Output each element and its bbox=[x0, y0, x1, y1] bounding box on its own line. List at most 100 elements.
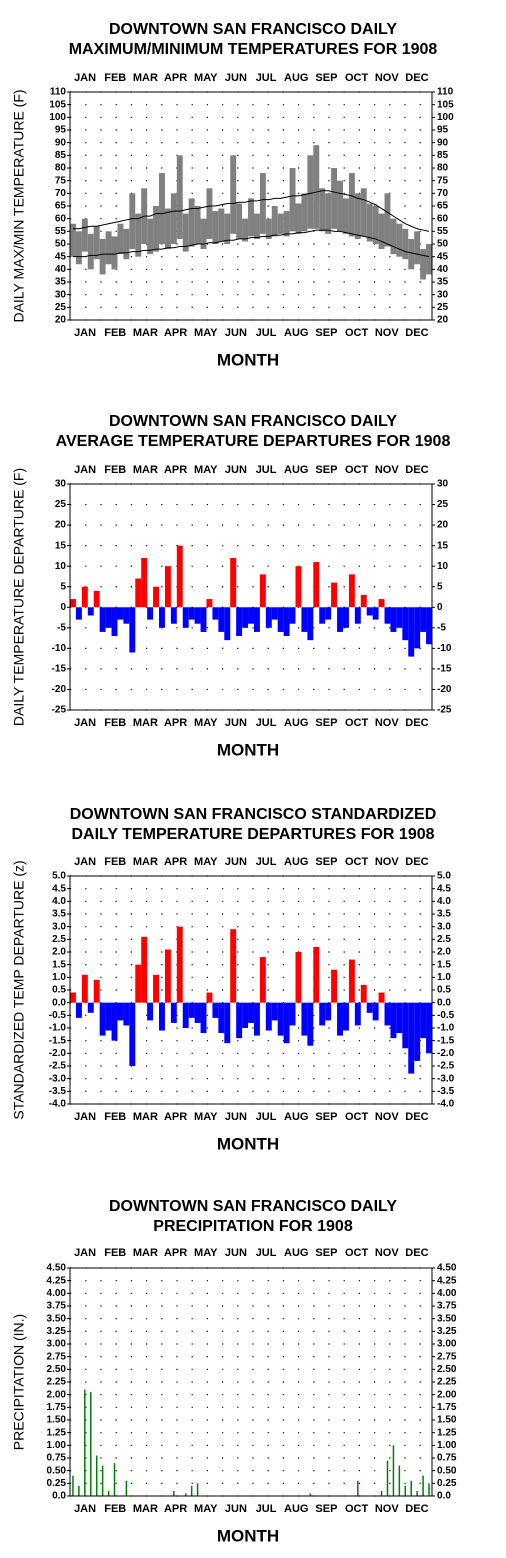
y-tick-label: 25 bbox=[55, 302, 67, 313]
departure-bar bbox=[111, 607, 118, 637]
precip-bar bbox=[72, 1475, 74, 1496]
departure-bar bbox=[348, 959, 355, 1003]
temperature-range bbox=[111, 236, 118, 270]
departure-bar bbox=[87, 1002, 94, 1013]
month-label: FEB bbox=[104, 1503, 126, 1515]
temperature-range bbox=[99, 238, 106, 275]
temperature-range bbox=[337, 180, 343, 232]
month-label: SEP bbox=[315, 1503, 337, 1515]
month-label: OCT bbox=[345, 327, 369, 339]
departure-bar bbox=[212, 1002, 219, 1018]
temperature-range bbox=[218, 208, 225, 242]
month-label: DEC bbox=[405, 327, 428, 339]
chart: DOWNTOWN SAN FRANCISCO DAILY PRECIPITATIO… bbox=[11, 1198, 457, 1545]
temperature-range bbox=[360, 188, 367, 237]
month-label: MAY bbox=[194, 717, 218, 729]
y-tick-label: 4.50 bbox=[47, 1263, 67, 1274]
precip-bar bbox=[107, 1490, 110, 1496]
plot-frame bbox=[69, 875, 433, 1105]
temperature-range bbox=[354, 193, 361, 239]
departure-bar bbox=[153, 586, 160, 608]
departure-bar bbox=[93, 590, 100, 608]
departure-bar bbox=[384, 1002, 391, 1026]
temperature-range bbox=[307, 155, 314, 229]
y-tick-label: 50 bbox=[55, 239, 67, 250]
temperature-range bbox=[236, 203, 243, 239]
month-label: NOV bbox=[375, 72, 400, 84]
month-label: MAY bbox=[194, 856, 218, 868]
y-tick-label: 25 bbox=[437, 302, 449, 313]
chart: DOWNTOWN SAN FRANCISCO STANDARDIZED DAILY… bbox=[11, 806, 455, 1153]
y-tick-label: 65 bbox=[437, 201, 449, 212]
departure-bar bbox=[242, 1002, 249, 1028]
departure-bar bbox=[159, 1002, 165, 1031]
month-label: JUN bbox=[225, 1111, 247, 1123]
departure-bar bbox=[200, 1002, 207, 1034]
y-tick-label: 0.5 bbox=[437, 985, 451, 996]
month-label: JUL bbox=[256, 717, 277, 729]
departure-bar bbox=[378, 599, 385, 608]
departure-bar bbox=[420, 607, 427, 632]
temperature-range bbox=[105, 231, 112, 265]
y-tick-label: -20 bbox=[437, 684, 452, 695]
temperature-range bbox=[75, 231, 82, 265]
departure-bar bbox=[325, 607, 332, 620]
y-tick-label: -4.0 bbox=[49, 1099, 67, 1110]
departure-bar bbox=[176, 926, 183, 1003]
month-label: JAN bbox=[74, 72, 96, 84]
departure-bar bbox=[360, 984, 367, 1003]
departure-bar bbox=[414, 1002, 421, 1061]
departure-bar bbox=[206, 992, 213, 1003]
temperature-range bbox=[271, 206, 278, 237]
y-tick-label: 0 bbox=[60, 602, 66, 613]
chart-title: DOWNTOWN SAN FRANCISCO DAILY bbox=[109, 413, 397, 430]
month-label: DEC bbox=[405, 1503, 428, 1515]
temperature-range bbox=[153, 206, 160, 252]
month-label: SEP bbox=[315, 1247, 337, 1259]
y-tick-label: 1.75 bbox=[437, 1402, 457, 1413]
y-tick-label: 2.75 bbox=[437, 1351, 457, 1362]
y-tick-label: 25 bbox=[55, 499, 67, 510]
departure-bar bbox=[265, 607, 272, 628]
temperature-range bbox=[277, 213, 284, 234]
month-label: MAY bbox=[194, 72, 218, 84]
departure-bar bbox=[384, 607, 391, 624]
temperature-range bbox=[81, 218, 88, 252]
y-tick-label: 55 bbox=[437, 226, 449, 237]
departure-bar bbox=[218, 1002, 225, 1034]
precip-bar bbox=[428, 1483, 430, 1496]
month-label: OCT bbox=[345, 1247, 369, 1259]
y-tick-label: -3.5 bbox=[437, 1086, 455, 1097]
departure-bar bbox=[81, 974, 88, 1003]
precip-bar bbox=[357, 1480, 359, 1496]
departure-bar bbox=[81, 586, 88, 608]
y-tick-label: 3.00 bbox=[47, 1339, 67, 1350]
temperature-range bbox=[117, 223, 124, 255]
departure-bar bbox=[396, 607, 403, 628]
chart-title: MAXIMUM/MINIMUM TEMPERATURES FOR 1908 bbox=[69, 41, 438, 58]
y-tick-label: 30 bbox=[437, 479, 449, 490]
temperature-range bbox=[206, 188, 213, 239]
month-label: MAR bbox=[133, 1503, 158, 1515]
temperature-range bbox=[70, 223, 76, 257]
departure-bar bbox=[265, 1002, 272, 1031]
temperature-range bbox=[295, 203, 302, 234]
departure-bar bbox=[70, 992, 76, 1003]
precip-bar bbox=[422, 1475, 424, 1496]
y-tick-label: 35 bbox=[437, 277, 449, 288]
y-tick-label: 2.5 bbox=[52, 934, 66, 945]
y-tick-label: 1.00 bbox=[47, 1440, 67, 1451]
departure-bar bbox=[194, 607, 201, 624]
precip-bar bbox=[95, 1455, 98, 1496]
y-tick-label: -1.5 bbox=[437, 1035, 455, 1046]
chart-title: DOWNTOWN SAN FRANCISCO DAILY bbox=[109, 1198, 397, 1215]
y-tick-label: 95 bbox=[55, 125, 67, 136]
y-tick-label: 2.0 bbox=[437, 947, 451, 958]
y-tick-label: 1.50 bbox=[437, 1415, 457, 1426]
departure-bar bbox=[414, 607, 421, 649]
temperature-range bbox=[194, 206, 201, 244]
departure-bar bbox=[426, 1002, 432, 1054]
y-tick-label: 3.0 bbox=[437, 921, 451, 932]
month-label: SEP bbox=[315, 464, 337, 476]
month-label: MAR bbox=[133, 464, 158, 476]
